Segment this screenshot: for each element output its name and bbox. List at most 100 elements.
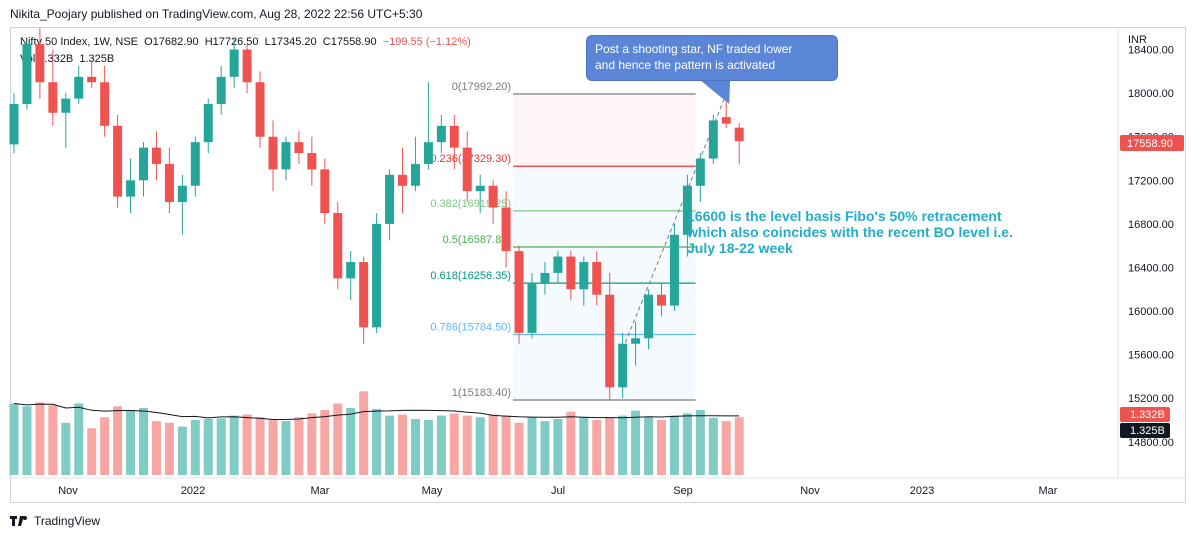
volume-bar [398, 414, 407, 475]
candle-body [255, 82, 265, 137]
fib-level-label: 0.382(16919.25) [430, 198, 511, 210]
candle-body [501, 207, 511, 252]
footer[interactable]: TradingView [10, 514, 100, 528]
volume-bar [35, 402, 45, 475]
ohlc-high: H17726.50 [204, 36, 259, 48]
price-tick-label: 14800.00 [1128, 437, 1174, 449]
volume-bar [682, 413, 692, 475]
time-tick-label: 2022 [181, 485, 205, 497]
volume-bar [695, 410, 705, 475]
ohlc-open: O17682.90 [144, 36, 199, 48]
last-price-text: 17558.90 [1127, 138, 1173, 150]
candle-body [229, 49, 239, 77]
candle-body [592, 262, 602, 295]
candle-body [87, 76, 97, 83]
volume-bar [501, 415, 511, 475]
volume-bar [9, 403, 19, 475]
candle-body [190, 142, 200, 186]
volume-bar [669, 415, 679, 475]
time-tick-label: Jul [551, 485, 565, 497]
volume-bar [540, 421, 550, 475]
vol-ma-badge-text: 1.325B [1130, 425, 1165, 437]
candle-body [605, 294, 615, 388]
volume-bar [462, 415, 472, 475]
volume-ma-line [13, 403, 740, 420]
volume-bar [734, 417, 744, 475]
volume-bar [488, 414, 498, 475]
candle-body [242, 49, 252, 83]
candle-body [540, 272, 550, 284]
fib-zone-upper [513, 94, 696, 167]
callout-tail [700, 80, 730, 105]
volume-bar [100, 417, 110, 475]
volume-bar [229, 415, 239, 475]
volume-bar [657, 420, 666, 475]
volume-bar [346, 407, 356, 475]
note-line2: which also coincides with the recent BO … [687, 224, 1013, 240]
candle-body [307, 153, 317, 170]
candle-body [151, 147, 161, 164]
candle-body [436, 125, 446, 143]
volume-bar [126, 410, 136, 475]
candle-body [398, 174, 407, 186]
volume-bar [721, 421, 731, 475]
volume-bar [385, 415, 395, 475]
volume-bar [242, 414, 252, 475]
candle-body [320, 169, 330, 213]
price-axis: 18400.0018000.0017600.0017200.0016800.00… [1128, 45, 1174, 449]
volume-bar [644, 417, 654, 475]
note-line1: 16600 is the level basis Fibo's 50% retr… [687, 208, 1002, 224]
price-tick-label: 15200.00 [1128, 393, 1174, 405]
time-tick-label: Mar [311, 485, 330, 497]
candle-body [708, 120, 718, 159]
candle-body [61, 98, 71, 113]
candle-body [579, 262, 589, 290]
ohlc-close: C17558.90 [322, 36, 377, 48]
vol-ma-value: 1.325B [79, 53, 115, 65]
volume-bar [113, 406, 123, 475]
candle-body [359, 262, 369, 328]
candle-body [268, 136, 278, 170]
candle-body [203, 104, 213, 143]
candle-body [281, 142, 291, 170]
volume-bar [139, 407, 148, 475]
callout-line1: Post a shooting star, NF traded lower [595, 42, 793, 56]
volume-bar [87, 428, 97, 475]
candle-body [657, 294, 666, 306]
volume-bar [255, 417, 265, 475]
publisher-line: Nikita_Poojary published on TradingView.… [10, 7, 423, 21]
time-tick-label: May [422, 485, 443, 497]
candle-body [734, 127, 744, 142]
price-tick-label: 16000.00 [1128, 306, 1174, 318]
fibo-note[interactable]: 16600 is the level basis Fibo's 50% retr… [687, 208, 1077, 256]
price-tick-label: 18400.00 [1128, 45, 1174, 57]
volume-bar [592, 420, 602, 475]
candle-body [721, 117, 731, 124]
candle-body [100, 82, 110, 126]
time-tick-label: Mar [1039, 485, 1058, 497]
annotation-callout[interactable]: Post a shooting star, NF traded lower an… [586, 35, 838, 81]
volume-bar [475, 417, 485, 475]
candle-body [631, 338, 641, 344]
candle-body [126, 180, 136, 197]
tradingview-logo-icon [10, 516, 27, 526]
price-tick-label: 18000.00 [1128, 88, 1174, 100]
fib-level-label: 0.5(16587.80) [443, 234, 512, 246]
volume-bar [618, 415, 628, 475]
volume-bar [268, 420, 278, 475]
candle-body [164, 163, 174, 203]
vol-value: 1.332B [38, 53, 74, 65]
symbol-legend[interactable]: Nifty 50 Index, 1W, NSE O17682.90 H17726… [20, 36, 471, 48]
volume-bars [9, 391, 744, 475]
candle-body [527, 283, 537, 333]
candle-body [139, 147, 148, 181]
volume-bar [514, 422, 524, 475]
price-tick-label: 17200.00 [1128, 175, 1174, 187]
time-axis: Nov 2022 Mar May Jul Sep Nov 2023 Mar [58, 485, 1058, 497]
fib-retracement: 0(17992.20)0.236(17329.30)0.382(16919.25… [430, 81, 696, 401]
candle-body [449, 125, 459, 148]
vol-badge-text: 1.332B [1130, 409, 1165, 421]
candle-body [9, 104, 19, 145]
footer-brand: TradingView [34, 514, 101, 528]
